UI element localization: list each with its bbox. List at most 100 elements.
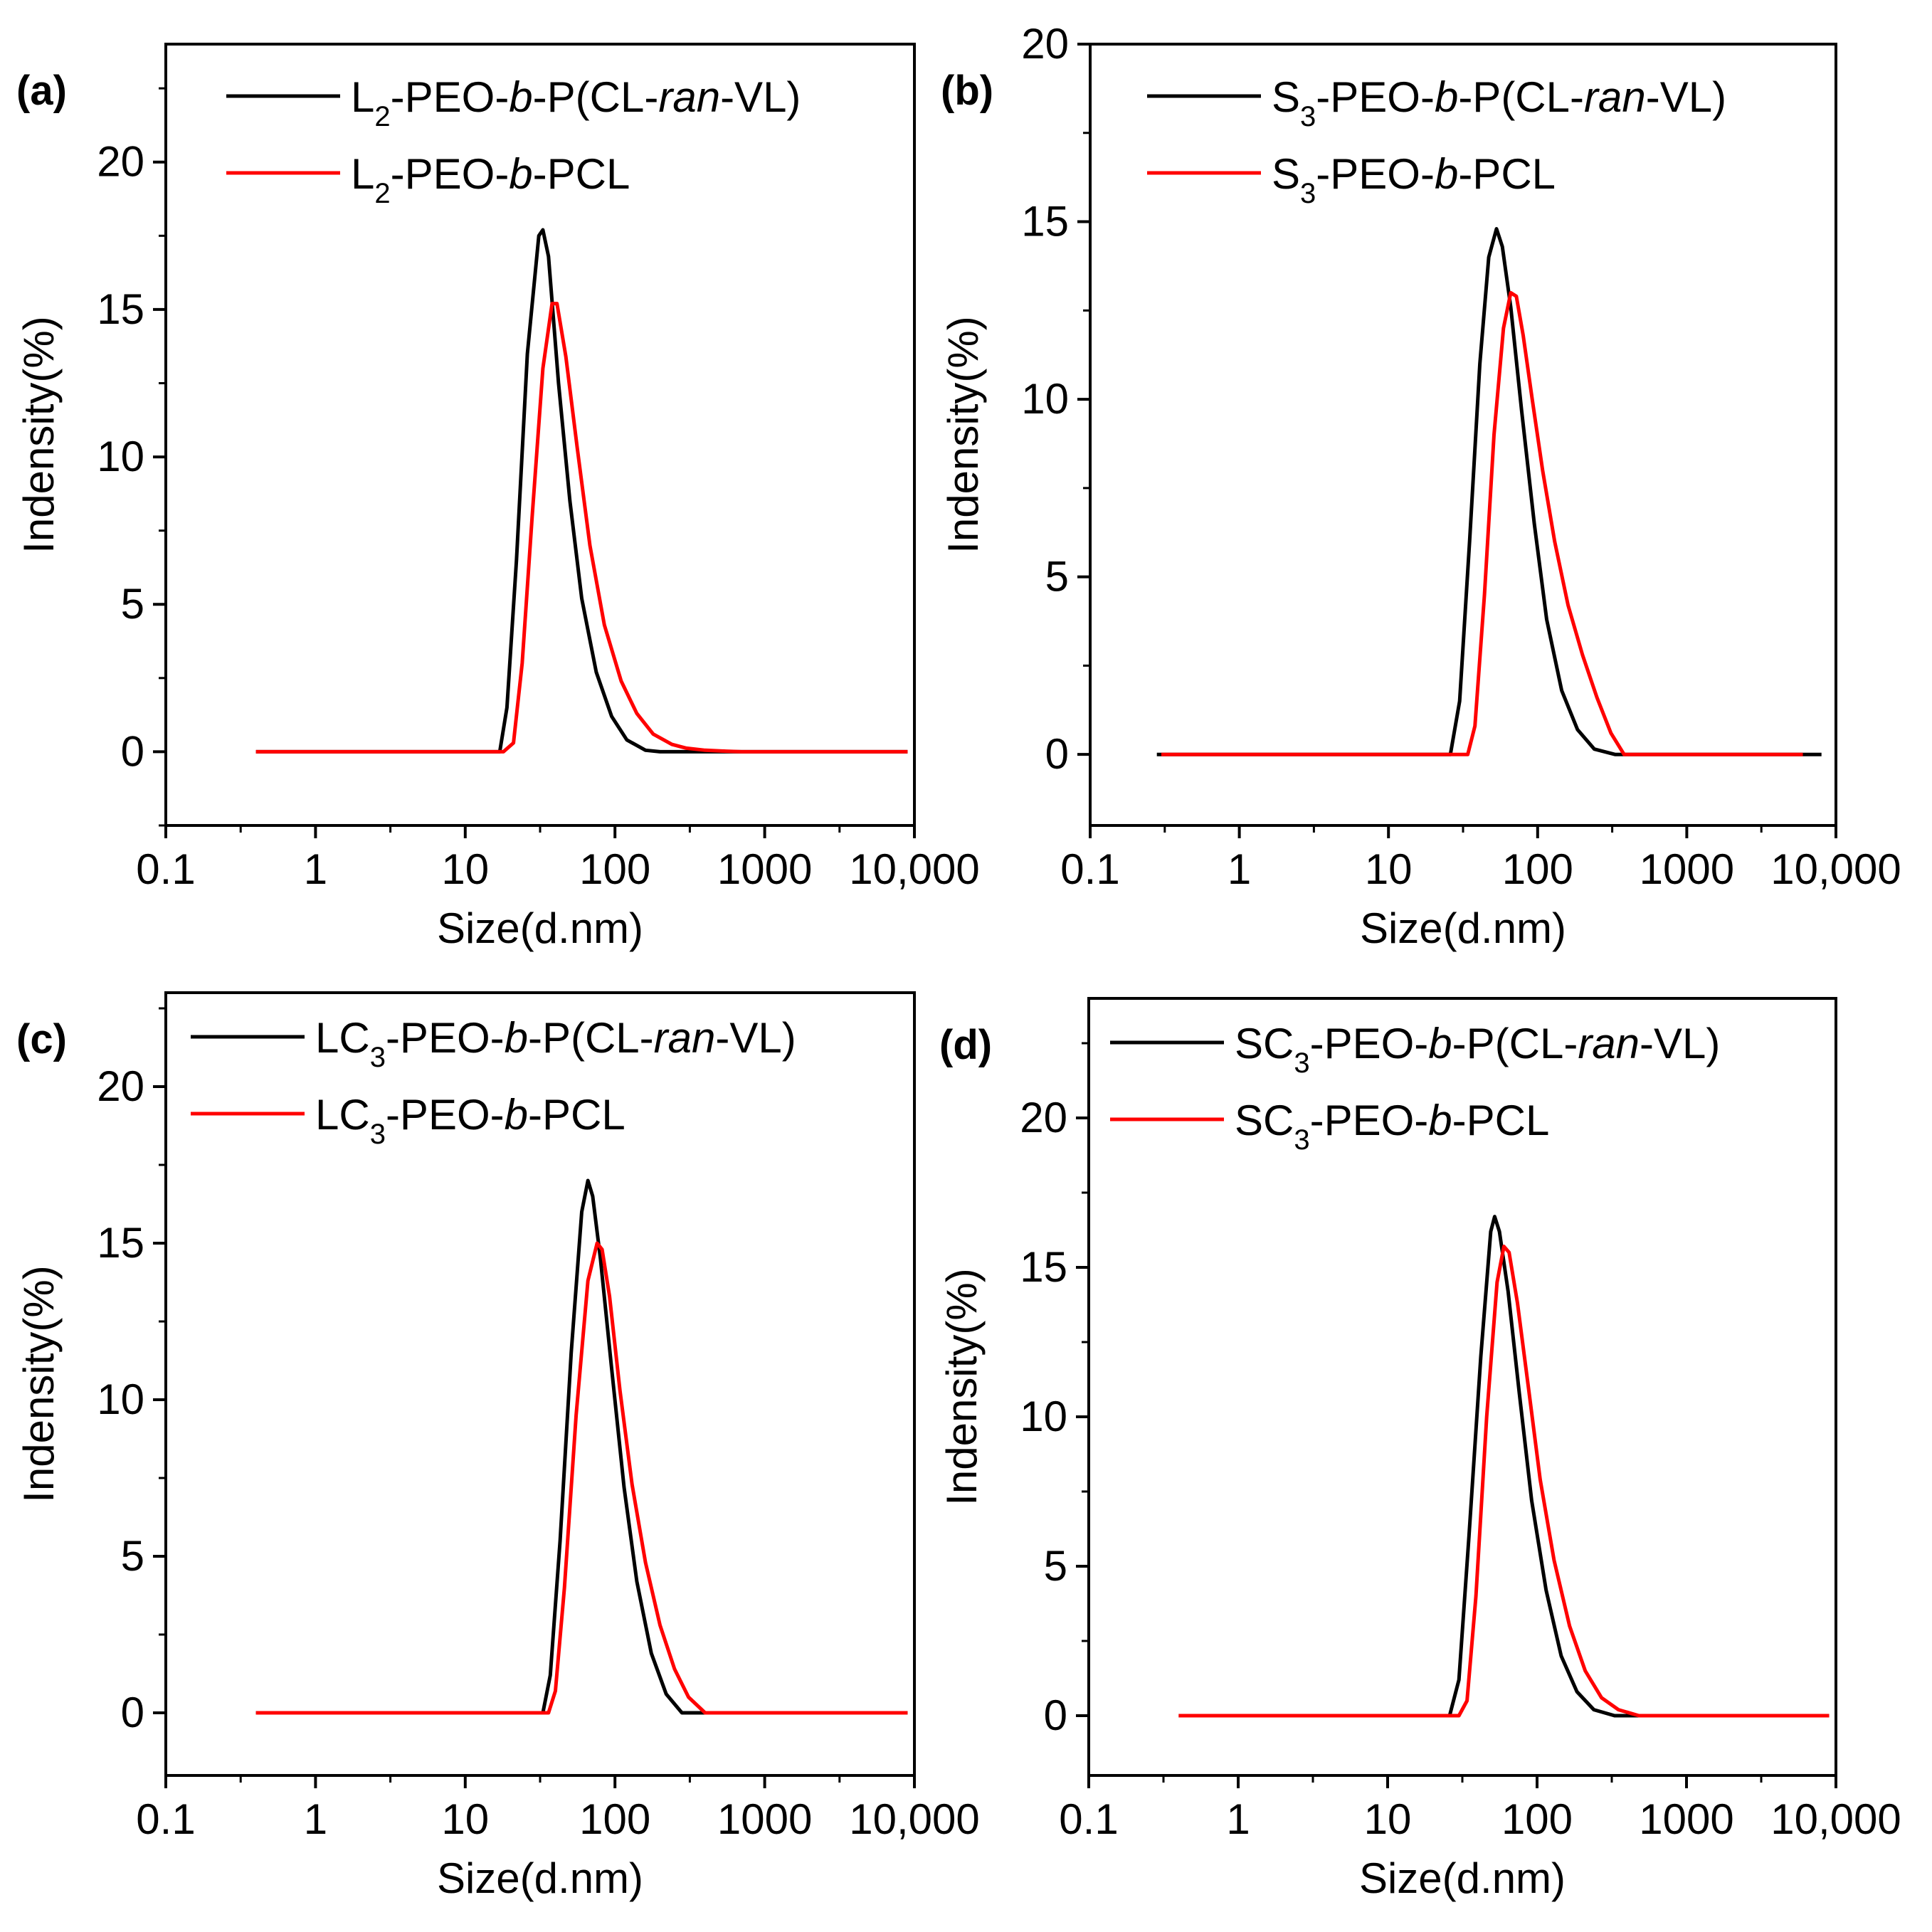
legend-text-part: SC (1235, 1020, 1294, 1067)
legend-text-part: b (509, 150, 532, 198)
x-tick-label: 10 (1364, 1795, 1412, 1843)
legend-entry: S3-PEO-b-P(CL-ran-VL) (1272, 73, 1726, 132)
x-tick-label: 10 (441, 1795, 489, 1843)
x-tick-label: 100 (1502, 845, 1573, 893)
x-axis-label: Size(d.nm) (1360, 904, 1566, 952)
legend-text-part: L (351, 73, 374, 121)
legend-text-part: 3 (1294, 1124, 1309, 1156)
y-tick-label: 20 (97, 138, 144, 186)
panel-label: (d) (939, 1022, 992, 1068)
legend-text-part: -VL) (715, 1014, 796, 1062)
legend-text-part: -VL) (1640, 1020, 1720, 1067)
x-axis-label: Size(d.nm) (437, 904, 643, 952)
y-tick-label: 5 (1045, 553, 1069, 601)
legend-text-part: -P(CL- (528, 1014, 654, 1062)
y-tick-label: 0 (121, 1689, 144, 1736)
legend-text-part: b (1435, 150, 1458, 198)
x-tick-label: 0.1 (136, 845, 195, 893)
x-axis-label: Size(d.nm) (1359, 1854, 1566, 1902)
y-axis-label: Indensity(%) (15, 316, 63, 553)
x-tick-label: 0.1 (136, 1795, 195, 1843)
series-line-red (255, 1241, 908, 1715)
legend-text-part: 3 (1300, 101, 1316, 132)
legend-text-part: S (1272, 73, 1300, 121)
y-tick-label: 15 (97, 1219, 144, 1267)
legend-text-part: b (509, 73, 532, 121)
panel-label: (a) (16, 68, 67, 114)
y-tick-label: 5 (121, 1532, 144, 1580)
legend-text-part: 3 (1294, 1047, 1309, 1079)
y-tick-label: 0 (1044, 1691, 1067, 1739)
legend-text-part: -PEO- (391, 150, 510, 198)
legend-text-part: -PEO- (391, 73, 510, 121)
y-tick-label: 15 (97, 285, 144, 333)
legend-text-part: LC (315, 1014, 370, 1062)
x-tick-label: 10,000 (1770, 1795, 1901, 1843)
series-line-red (1178, 1245, 1830, 1718)
x-tick-label: 1000 (1640, 845, 1734, 893)
chart-panel-c: 0.1 1 10 100 1000 10,000 0 5 10 15 20 Size(d.nm) Ind… (15, 991, 980, 1902)
legend-text-part: -PCL (1452, 1097, 1550, 1144)
x-tick-label: 1 (1226, 1795, 1250, 1843)
legend-entry: L2-PEO-b-P(CL-ran-VL) (351, 73, 801, 132)
legend-text-part: -P(CL- (1452, 1020, 1578, 1067)
x-tick-label: 0.1 (1059, 1795, 1118, 1843)
legend-text-part: ran (658, 73, 720, 121)
series-line-red (255, 302, 908, 754)
legend-text-part: ran (1584, 73, 1646, 121)
legend-text-part: -VL) (1646, 73, 1726, 121)
legend-text-part: -PEO- (386, 1014, 505, 1062)
legend-text-part: -PCL (1458, 150, 1556, 198)
series-line-black (255, 1178, 908, 1715)
legend-text-part: -P(CL- (533, 73, 659, 121)
legend-text-part: 3 (1300, 178, 1316, 209)
y-tick-label: 20 (1021, 20, 1069, 68)
legend-text-part: -PEO- (386, 1091, 505, 1139)
y-axis-label: Indensity(%) (15, 1265, 63, 1502)
chart-panel-d: 0.1 1 10 100 1000 10,000 0 5 10 15 20 Size(d.nm) Ind… (938, 997, 1901, 1902)
legend-entry: LC3-PEO-b-PCL (315, 1091, 625, 1150)
y-tick-label: 20 (1020, 1094, 1067, 1141)
series-line-black (1178, 1215, 1830, 1718)
x-tick-label: 100 (1501, 1795, 1573, 1843)
x-tick-label: 1 (1228, 845, 1251, 893)
panel-label: (b) (941, 68, 993, 114)
x-axis-label: Size(d.nm) (437, 1854, 643, 1902)
x-tick-label: 1000 (717, 1795, 812, 1843)
x-tick-label: 10 (1365, 845, 1413, 893)
x-tick-label: 10,000 (849, 845, 980, 893)
y-tick-label: 5 (1044, 1542, 1067, 1590)
series-line-red (1161, 290, 1803, 756)
chart-panel-a: 0.1 1 10 100 1000 10,000 0 5 10 15 20 Size(d.nm) Ind… (15, 43, 980, 952)
y-tick-label: 5 (121, 580, 144, 628)
chart-panel-b: 0.1 1 10 100 1000 10,000 0 5 10 15 20 Size(d.nm) Ind… (939, 20, 1901, 952)
x-tick-label: 10 (441, 845, 489, 893)
legend-entry: S3-PEO-b-PCL (1272, 150, 1556, 209)
legend-text-part: b (505, 1014, 528, 1062)
legend-text-part: 2 (374, 101, 390, 132)
legend-text-part: b (1428, 1097, 1452, 1144)
y-tick-label: 0 (1045, 730, 1069, 778)
legend-entry: L2-PEO-b-PCL (351, 150, 630, 209)
legend-text-part: b (1428, 1020, 1452, 1067)
panel-label: (c) (16, 1016, 67, 1062)
x-tick-label: 1000 (1639, 1795, 1733, 1843)
legend-text-part: 3 (370, 1119, 386, 1150)
x-tick-label: 1 (304, 845, 327, 893)
y-tick-label: 20 (97, 1062, 144, 1110)
legend-text-part: S (1272, 150, 1300, 198)
legend-text-part: b (1435, 73, 1458, 121)
legend-entry: SC3-PEO-b-PCL (1235, 1097, 1549, 1156)
y-tick-label: 10 (97, 1376, 144, 1423)
x-tick-label: 1 (304, 1795, 327, 1843)
legend-text-part: -PCL (533, 150, 630, 198)
y-tick-label: 0 (121, 727, 144, 775)
legend-entry: LC3-PEO-b-P(CL-ran-VL) (315, 1014, 796, 1073)
legend-text-part: 2 (374, 178, 390, 209)
legend-text-part: -PEO- (1316, 73, 1435, 121)
legend-text-part: -P(CL- (1458, 73, 1584, 121)
y-tick-label: 10 (1020, 1393, 1067, 1440)
y-axis-label: Indensity(%) (938, 1268, 986, 1505)
x-tick-label: 1000 (717, 845, 812, 893)
legend-text-part: -PEO- (1316, 150, 1435, 198)
